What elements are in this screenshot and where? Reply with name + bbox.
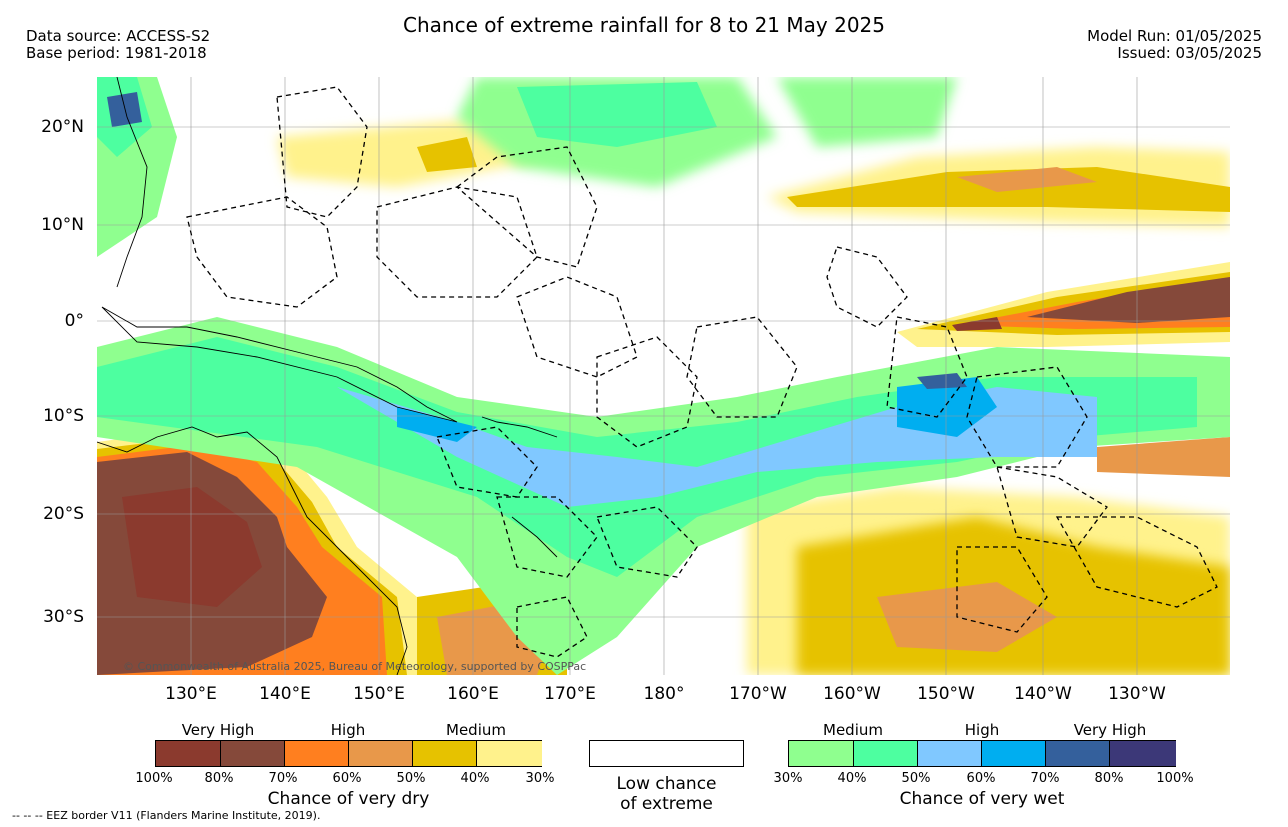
data-source-text: Data source: ACCESS-S2 — [26, 27, 211, 45]
lat-label-eq: 0° — [64, 311, 84, 331]
dry-colorbar — [155, 740, 542, 767]
lon-label-170e: 170°E — [544, 684, 596, 704]
lat-label-10s: 10°S — [43, 406, 84, 426]
dry-swatch-4 — [348, 741, 413, 766]
wet-tick-50: 50% — [901, 771, 931, 786]
copyright-notice: © Commonwealth of Australia 2025, Bureau… — [123, 660, 586, 673]
dry-tick-80: 80% — [204, 771, 234, 786]
dry-tick-50: 50% — [396, 771, 426, 786]
base-period-text: Base period: 1981-2018 — [26, 44, 207, 62]
wet-swatch-6 — [1109, 741, 1176, 766]
dry-tick-40: 40% — [460, 771, 490, 786]
lon-label-150w: 150°W — [917, 684, 975, 704]
coastlines — [97, 77, 558, 675]
low-chance-swatch — [589, 740, 744, 767]
lat-label-20n: 20°N — [41, 117, 84, 137]
wet-swatch-5 — [1045, 741, 1110, 766]
lat-label-10n: 10°N — [41, 215, 84, 235]
lat-label-20s: 20°S — [43, 504, 84, 524]
wet-level-medium: Medium — [823, 721, 883, 739]
eez-borders — [186, 86, 1218, 658]
lon-label-140w: 140°W — [1014, 684, 1072, 704]
wet-level-very-high: Very High — [1073, 721, 1147, 739]
lon-label-160e: 160°E — [447, 684, 499, 704]
graticule — [97, 77, 1230, 675]
wet-caption: Chance of very wet — [899, 789, 1065, 809]
dry-level-medium: Medium — [446, 721, 506, 739]
lat-label-30s: 30°S — [43, 607, 84, 627]
wet-colorbar — [788, 740, 1176, 767]
lon-label-140e: 140°E — [259, 684, 311, 704]
dry-swatch-2 — [220, 741, 285, 766]
wet-tick-30: 30% — [773, 771, 803, 786]
wet-tick-40: 40% — [837, 771, 867, 786]
lon-label-150e: 150°E — [353, 684, 405, 704]
dry-tick-70: 70% — [268, 771, 298, 786]
dry-swatch-6 — [476, 741, 542, 766]
map-title: Chance of extreme rainfall for 8 to 21 M… — [403, 13, 885, 37]
dry-region-australia — [97, 427, 427, 675]
dry-region-north-pacific — [277, 117, 1230, 477]
wet-swatch-4 — [981, 741, 1046, 766]
wet-tick-80: 80% — [1094, 771, 1124, 786]
lon-label-160w: 160°W — [823, 684, 881, 704]
dry-caption: Chance of very dry — [267, 789, 430, 809]
eez-footnote: -- -- -- EEZ border V11 (Flanders Marine… — [12, 809, 321, 822]
lon-label-180: 180° — [643, 684, 685, 704]
low-chance-line1: Low chance — [616, 774, 717, 794]
wet-swatch-1 — [789, 741, 853, 766]
dry-region-equatorial — [897, 262, 1230, 347]
lon-label-170w: 170°W — [729, 684, 787, 704]
wet-swatch-3 — [917, 741, 982, 766]
wet-tick-60: 60% — [966, 771, 996, 786]
dry-swatch-1 — [156, 741, 220, 766]
wet-level-high: High — [964, 721, 1000, 739]
model-run-text: Model Run: 01/05/2025 — [1087, 27, 1262, 45]
lon-label-130w: 130°W — [1108, 684, 1166, 704]
wet-swatch-2 — [853, 741, 918, 766]
dry-level-very-high: Very High — [181, 721, 255, 739]
lon-label-130e: 130°E — [165, 684, 217, 704]
wet-tick-100: 100% — [1156, 771, 1194, 786]
dry-tick-100: 100% — [135, 771, 173, 786]
dry-tick-30: 30% — [525, 771, 555, 786]
low-chance-line2: of extreme — [620, 794, 713, 814]
dry-swatch-3 — [284, 741, 349, 766]
wet-region — [97, 77, 1230, 675]
rainfall-map: © Commonwealth of Australia 2025, Bureau… — [97, 77, 1230, 675]
dry-swatch-5 — [412, 741, 477, 766]
dry-tick-60: 60% — [332, 771, 362, 786]
dry-level-high: High — [330, 721, 366, 739]
wet-tick-70: 70% — [1030, 771, 1060, 786]
issued-text: Issued: 03/05/2025 — [1117, 44, 1262, 62]
